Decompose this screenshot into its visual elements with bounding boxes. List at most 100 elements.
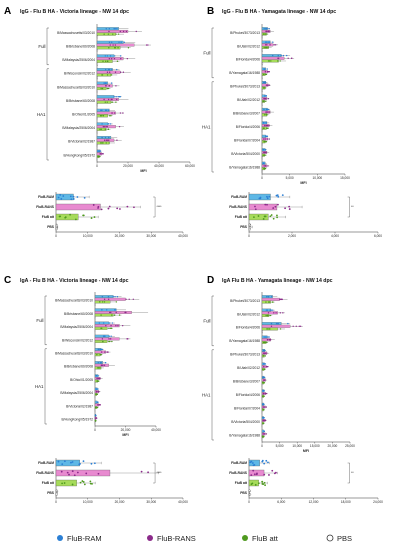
data-point bbox=[133, 206, 135, 209]
data-point bbox=[267, 165, 269, 167]
category-label: B/Ohio/01/2005 bbox=[72, 113, 95, 117]
data-point bbox=[104, 361, 107, 364]
data-point bbox=[69, 195, 72, 198]
data-point bbox=[257, 482, 260, 485]
category-label: PBS bbox=[47, 225, 55, 229]
data-point bbox=[62, 195, 65, 197]
data-point bbox=[97, 377, 100, 380]
data-point bbox=[263, 154, 265, 156]
data-point bbox=[70, 198, 73, 201]
data-point bbox=[97, 472, 100, 475]
data-point bbox=[125, 298, 127, 300]
panel-c-summary: FluB-RAM FluB-RANS FluB att PBS **** 0 10,000 2… bbox=[36, 458, 188, 504]
data-point bbox=[113, 314, 116, 316]
data-point bbox=[271, 295, 273, 298]
data-point bbox=[271, 469, 274, 472]
legend-label: PBS bbox=[337, 534, 352, 543]
data-point bbox=[108, 57, 111, 60]
summary-x-tick-label: 6,000 bbox=[277, 500, 285, 504]
data-point bbox=[70, 461, 72, 464]
data-point bbox=[96, 377, 98, 380]
data-point bbox=[118, 314, 121, 316]
data-point bbox=[249, 461, 252, 464]
data-point bbox=[92, 204, 95, 206]
data-point bbox=[266, 27, 268, 30]
data-point bbox=[273, 44, 275, 46]
data-point bbox=[264, 41, 267, 43]
data-point bbox=[264, 149, 267, 151]
category-label: B/Wisconsin/02/2012 bbox=[62, 338, 93, 342]
data-point bbox=[108, 335, 110, 337]
data-point bbox=[107, 128, 110, 131]
data-point bbox=[113, 309, 116, 311]
data-point bbox=[71, 483, 74, 486]
data-point bbox=[286, 54, 288, 57]
data-point bbox=[108, 139, 110, 141]
data-point bbox=[107, 98, 110, 101]
category-label: FluB-RANS bbox=[36, 471, 55, 475]
data-point bbox=[266, 341, 268, 344]
data-point bbox=[264, 73, 266, 76]
data-point bbox=[69, 213, 72, 216]
data-point bbox=[107, 33, 110, 35]
data-point bbox=[262, 352, 265, 354]
data-point bbox=[270, 322, 273, 325]
bar bbox=[261, 89, 263, 93]
data-point bbox=[252, 469, 255, 472]
data-point bbox=[268, 339, 271, 341]
data-point bbox=[262, 33, 265, 35]
data-point bbox=[63, 460, 66, 463]
data-point bbox=[265, 141, 268, 143]
group-label: Full bbox=[36, 318, 43, 323]
data-point bbox=[112, 44, 114, 46]
data-point bbox=[99, 150, 102, 152]
data-point bbox=[108, 41, 111, 44]
summary-x-tick-label: 18,000 bbox=[341, 500, 351, 504]
data-point bbox=[279, 312, 282, 314]
panel-label: D bbox=[207, 275, 214, 286]
data-point bbox=[250, 474, 253, 476]
data-point bbox=[264, 484, 266, 487]
data-point bbox=[105, 60, 107, 63]
data-point bbox=[266, 84, 269, 86]
data-point bbox=[276, 216, 279, 219]
significance-bracket bbox=[347, 196, 350, 218]
data-point bbox=[254, 483, 257, 486]
data-point bbox=[268, 328, 270, 330]
category-label: B/Massachusetts/03/2010 bbox=[55, 352, 93, 356]
summary-x-tick-label: 30,000 bbox=[146, 234, 156, 238]
data-point bbox=[101, 295, 104, 298]
data-point bbox=[264, 46, 267, 49]
data-point bbox=[111, 68, 113, 71]
data-point bbox=[126, 57, 129, 60]
data-point bbox=[248, 489, 251, 492]
data-point bbox=[113, 96, 115, 98]
bar bbox=[261, 56, 285, 60]
bar bbox=[96, 70, 121, 74]
data-point bbox=[266, 352, 268, 354]
data-point bbox=[253, 473, 256, 476]
data-point bbox=[122, 112, 124, 114]
data-point bbox=[107, 351, 109, 353]
data-point bbox=[116, 68, 118, 71]
category-label: B/Utah/02/2012 bbox=[237, 366, 260, 370]
data-point bbox=[263, 167, 265, 170]
data-point bbox=[264, 368, 266, 371]
data-point bbox=[106, 71, 109, 73]
data-point bbox=[265, 459, 268, 462]
group-label: HA1 bbox=[202, 124, 211, 129]
data-point bbox=[116, 60, 119, 63]
data-point bbox=[266, 127, 269, 129]
data-point bbox=[100, 314, 102, 316]
main-x-tick-label: 0 bbox=[94, 428, 96, 432]
bar bbox=[96, 57, 124, 61]
data-point bbox=[113, 28, 115, 30]
category-label: FluB att bbox=[235, 215, 248, 219]
data-point bbox=[270, 325, 273, 327]
category-label: FluB-RAM bbox=[231, 461, 247, 465]
data-point bbox=[253, 216, 255, 218]
data-point bbox=[267, 41, 269, 43]
data-point bbox=[82, 214, 85, 217]
data-point bbox=[114, 44, 117, 46]
data-point bbox=[264, 124, 266, 127]
